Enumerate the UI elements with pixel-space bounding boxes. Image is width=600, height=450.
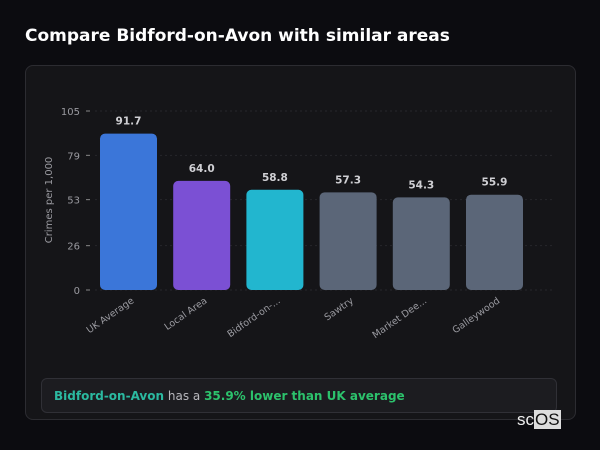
summary-middle: has a [164, 389, 205, 403]
bar [392, 197, 450, 290]
bar-value-label: 64.0 [189, 163, 215, 175]
x-tick-label: Galleywood [451, 295, 503, 336]
x-tick-label: Local Area [163, 295, 210, 332]
summary-place: Bidford-on-Avon [54, 389, 165, 403]
summary-highlight: 35.9% lower than UK average [204, 389, 405, 403]
bar [466, 194, 523, 290]
bar-value-label: 91.7 [116, 116, 142, 128]
bar-value-label: 57.3 [335, 174, 361, 186]
y-tick-label: 26 [67, 242, 80, 253]
bar-value-label: 55.9 [482, 177, 508, 189]
summary-box: Bidford-on-Avon has a 35.9% lower than U… [41, 378, 557, 413]
y-tick-label: 53 [67, 196, 80, 207]
x-tick-label: UK Average [85, 295, 137, 336]
bar [100, 133, 157, 290]
bar [173, 180, 231, 290]
y-tick-label: 0 [74, 286, 80, 297]
y-axis-label: Crimes per 1,000 [44, 157, 55, 244]
watermark-logo: scOS [517, 410, 561, 429]
y-tick-label: 79 [67, 151, 80, 162]
x-tick-label: Bidford-on-... [225, 295, 282, 340]
bar-value-label: 54.3 [408, 179, 434, 191]
y-tick-label: 105 [61, 107, 80, 118]
x-tick-label: Market Dee... [370, 295, 429, 341]
page-title: Compare Bidford-on-Avon with similar are… [25, 26, 450, 46]
bar [246, 189, 304, 290]
bar [319, 192, 377, 290]
bar-value-label: 58.8 [262, 172, 288, 184]
x-tick-label: Sawtry [323, 295, 357, 323]
